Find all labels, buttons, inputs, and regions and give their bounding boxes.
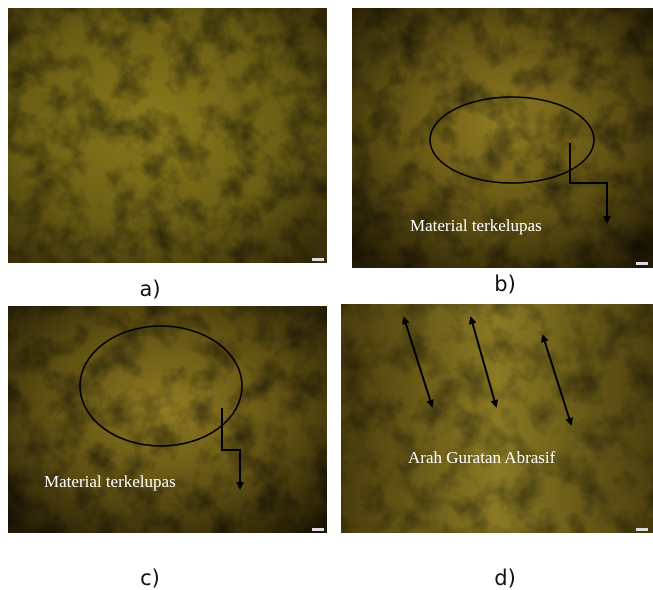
panel-label: b) <box>494 272 516 296</box>
panel-label: a) <box>139 277 160 301</box>
panel-d <box>341 304 653 533</box>
annotation: Material terkelupas <box>44 472 176 491</box>
figure: Material terkelupas Material terkelupas … <box>0 0 653 590</box>
annotation: Arah Guratan Abrasif <box>408 448 556 467</box>
panel-label: c) <box>140 566 160 590</box>
annotation: Material terkelupas <box>410 216 542 235</box>
panel-c <box>8 306 327 533</box>
panel-label: d) <box>494 566 516 590</box>
panel-a <box>8 8 327 263</box>
